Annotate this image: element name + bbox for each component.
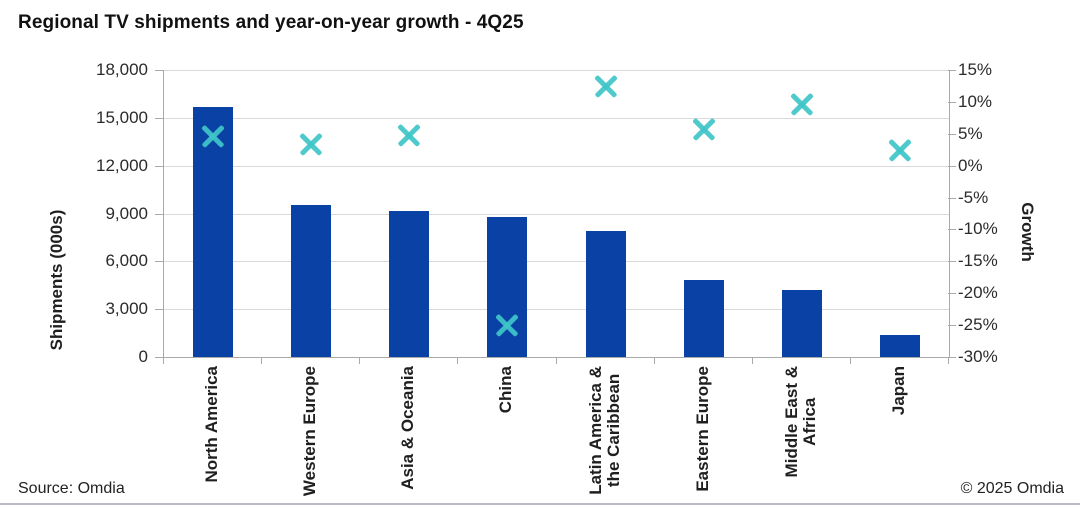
x-axis-category-label: Latin America & the Caribbean [585, 366, 624, 506]
right-axis-tick [948, 229, 956, 231]
left-axis-tick [155, 357, 163, 358]
gridline [164, 213, 949, 215]
right-axis-tick-label: 0% [958, 155, 983, 175]
left-axis-tick-label: 3,000 [105, 299, 148, 319]
x-axis-tick [751, 358, 753, 364]
x-axis-tick [555, 358, 557, 364]
right-axis-tick [948, 70, 956, 71]
x-axis-category-label-text: China [496, 366, 516, 414]
shipments-bar [585, 231, 626, 357]
right-axis-tick [948, 165, 956, 167]
growth-x-marker [690, 115, 718, 143]
x-axis-category-label-text: Latin America & the Caribbean [585, 366, 623, 495]
shipments-bar [389, 211, 430, 357]
bottom-divider [0, 503, 1080, 505]
x-axis-category-label: Asia & Oceania [389, 366, 427, 506]
right-axis-tick-label: -30% [958, 347, 998, 366]
x-axis-tick [653, 358, 655, 364]
left-axis-tick-label: 18,000 [96, 60, 148, 79]
shipments-bar [781, 290, 822, 357]
x-axis-tick [849, 358, 851, 364]
right-axis-tick [948, 325, 956, 327]
left-axis-tick-label: 6,000 [105, 251, 148, 271]
growth-x-marker [199, 122, 227, 150]
left-axis-tick-label: 15,000 [96, 107, 148, 127]
right-axis-tick-label: -15% [958, 251, 998, 271]
left-axis-tick-label: 9,000 [105, 203, 148, 223]
x-axis-category-label-text: Japan [888, 366, 908, 416]
right-axis-tick-label: -10% [958, 219, 998, 239]
right-axis-tick [948, 293, 956, 295]
growth-x-marker [788, 90, 816, 118]
x-axis-category-label-text: Eastern Europe [692, 366, 712, 492]
left-axis-tick [155, 117, 163, 119]
growth-x-marker [493, 311, 521, 339]
growth-x-marker [592, 72, 620, 100]
right-axis-tick [948, 133, 956, 135]
right-axis-tick-label: 5% [958, 123, 983, 143]
x-axis-category-label-text: Middle East & Africa [781, 366, 819, 478]
chart-title: Regional TV shipments and year-on-year g… [18, 12, 524, 33]
right-axis-tick-label: -5% [958, 187, 989, 207]
x-axis-category-label-text: North America [201, 366, 221, 483]
left-axis-tick [155, 261, 163, 263]
x-axis-tick [163, 358, 164, 364]
right-axis-tick [948, 357, 956, 358]
x-axis-category-label-text: Asia & Oceania [398, 366, 418, 490]
x-axis-tick [261, 358, 263, 364]
left-axis-tick [155, 309, 163, 311]
left-axis-tick [155, 213, 163, 215]
gridline [164, 70, 949, 71]
left-axis-tick-label: 0 [138, 347, 148, 366]
x-axis-category-label: Middle East & Africa [781, 366, 820, 506]
right-axis-tick-label: 15% [958, 60, 993, 79]
x-axis-category-label: China [487, 366, 525, 506]
right-axis-tick-label: 10% [958, 91, 993, 111]
gridline [164, 261, 949, 263]
right-axis-tick-label: -20% [958, 283, 998, 303]
x-axis-category-label: Eastern Europe [684, 366, 722, 506]
x-axis-category-label: Western Europe [291, 366, 329, 506]
x-axis-category-label-text: Western Europe [300, 366, 319, 497]
left-axis-tick-label: 12,000 [96, 155, 148, 175]
right-axis-tick [948, 197, 956, 199]
right-axis-tick [948, 101, 956, 103]
shipments-bar [879, 334, 920, 357]
copyright-note: © 2025 Omdia [960, 480, 1064, 497]
gridline [164, 309, 949, 311]
left-axis-tick [155, 165, 163, 167]
x-axis-tick [457, 358, 459, 364]
gridline [164, 165, 949, 167]
shipments-bar [291, 204, 332, 357]
source-note: Source: Omdia [18, 480, 125, 497]
plot-area [163, 70, 950, 358]
left-axis-tick [155, 70, 163, 71]
shipments-bar [683, 280, 724, 357]
gridline [164, 117, 949, 119]
right-axis-tick [948, 261, 956, 263]
growth-x-marker [395, 121, 423, 149]
x-axis-tick [948, 358, 949, 364]
x-axis-category-label: North America [193, 366, 231, 506]
x-axis-category-label: Japan [880, 366, 918, 506]
x-axis-tick [359, 358, 361, 364]
growth-x-marker [886, 136, 914, 164]
right-axis-tick-label: -25% [958, 315, 998, 335]
growth-x-marker [297, 130, 325, 158]
